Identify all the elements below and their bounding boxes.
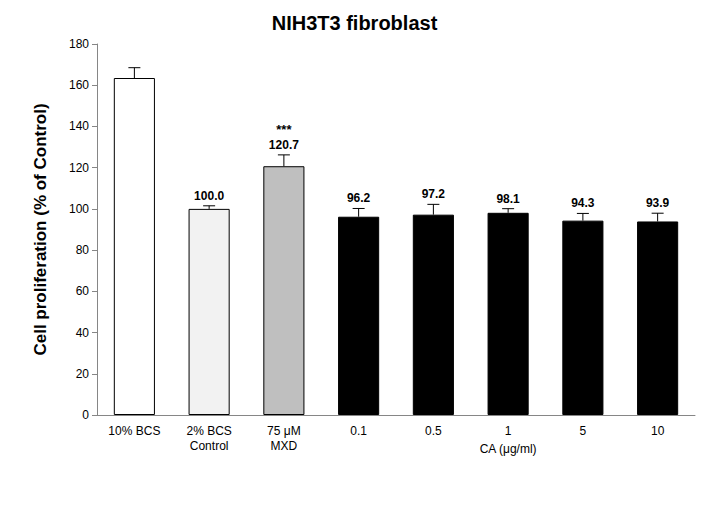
svg-text:5: 5 <box>580 424 587 438</box>
svg-text:CA (μg/ml): CA (μg/ml) <box>480 442 537 456</box>
svg-text:0: 0 <box>82 408 89 422</box>
svg-text:140: 140 <box>69 119 89 133</box>
svg-text:93.9: 93.9 <box>646 196 670 210</box>
svg-text:120.7: 120.7 <box>269 138 299 152</box>
svg-text:0.1: 0.1 <box>350 424 367 438</box>
svg-text:Control: Control <box>190 439 229 453</box>
svg-text:98.1: 98.1 <box>496 192 520 206</box>
svg-text:10% BCS: 10% BCS <box>108 424 160 438</box>
svg-text:94.3: 94.3 <box>571 196 595 210</box>
svg-text:100.0: 100.0 <box>194 189 224 203</box>
svg-text:80: 80 <box>76 243 90 257</box>
svg-text:40: 40 <box>76 326 90 340</box>
svg-text:180: 180 <box>69 37 89 51</box>
svg-text:MXD: MXD <box>271 439 298 453</box>
svg-text:120: 120 <box>69 161 89 175</box>
svg-text:96.2: 96.2 <box>347 191 371 205</box>
svg-text:97.2: 97.2 <box>422 187 446 201</box>
svg-text:160: 160 <box>69 78 89 92</box>
svg-text:Cell proliferation (% of Contr: Cell proliferation (% of Control) <box>31 103 50 355</box>
svg-text:0.5: 0.5 <box>425 424 442 438</box>
svg-text:60: 60 <box>76 284 90 298</box>
svg-text:75 μM: 75 μM <box>267 424 301 438</box>
svg-text:***: *** <box>276 122 292 137</box>
svg-text:10: 10 <box>651 424 665 438</box>
svg-text:2% BCS: 2% BCS <box>186 424 231 438</box>
svg-text:100: 100 <box>69 202 89 216</box>
svg-text:1: 1 <box>505 424 512 438</box>
svg-text:NIH3T3 fibroblast: NIH3T3 fibroblast <box>272 12 438 34</box>
svg-text:20: 20 <box>76 367 90 381</box>
